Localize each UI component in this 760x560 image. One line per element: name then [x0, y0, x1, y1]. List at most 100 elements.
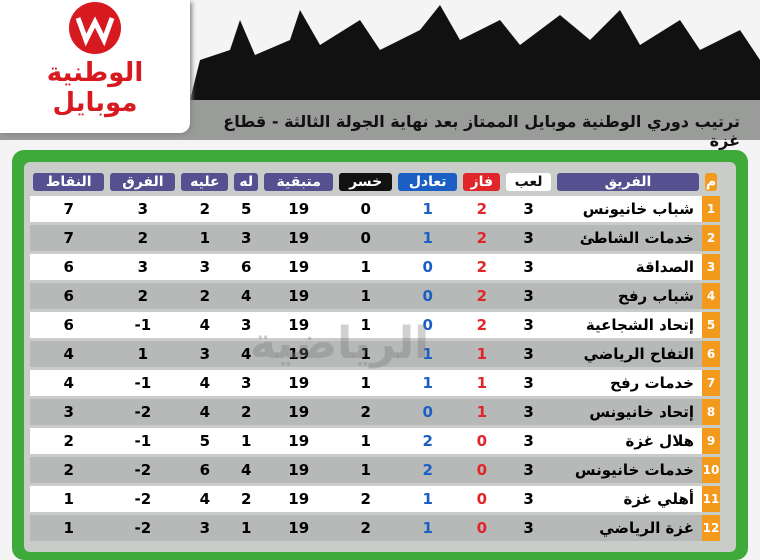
- watermark: الرياضية: [250, 318, 430, 369]
- cell: 3: [107, 196, 179, 222]
- cell: 19: [261, 225, 337, 251]
- cell: 3: [503, 428, 554, 454]
- cell: 3: [30, 399, 108, 425]
- column-header-text: الفرق: [110, 173, 176, 191]
- cell: 0: [394, 312, 461, 338]
- column-header-text: له: [234, 173, 259, 191]
- header-row: م الفريق لعب فاز تعادل خسر متبقية له عليه الفرق ال…: [30, 171, 720, 193]
- cell: 19: [261, 196, 337, 222]
- cell: 1: [178, 225, 232, 251]
- cell: 19: [261, 399, 337, 425]
- table-row: 5 إتحاد الشجاعية 3 2 0 1 19 3 4 1- 6: [30, 312, 720, 338]
- table-row: 4 شباب رفح 3 2 0 1 19 4 2 2 6: [30, 283, 720, 309]
- cell: 6: [30, 283, 108, 309]
- cell: 0: [336, 225, 395, 251]
- team-name: غزة الرياضي: [554, 515, 702, 541]
- cell: 19: [261, 312, 337, 338]
- cell: 3: [107, 254, 179, 280]
- table-row: 12 غزة الرياضي 3 0 1 2 19 1 3 2- 1: [30, 515, 720, 541]
- rank: 9: [702, 428, 720, 454]
- cell: 3: [178, 254, 232, 280]
- cell: 6: [178, 457, 232, 483]
- cell: 6: [231, 254, 262, 280]
- rank: 5: [702, 312, 720, 338]
- cell: 1: [394, 196, 461, 222]
- cell: 1: [336, 428, 395, 454]
- column-header-text: م: [705, 173, 717, 191]
- cell: 2: [336, 399, 395, 425]
- cell: 4: [231, 341, 262, 367]
- cell: 0: [460, 515, 504, 541]
- cell: 4: [231, 283, 262, 309]
- cell: 1: [394, 225, 461, 251]
- cell: 1: [460, 370, 504, 396]
- cell: 0: [460, 428, 504, 454]
- table-row: 1 شباب خانيونس 3 2 1 0 19 5 2 3 7: [30, 196, 720, 222]
- cell: 1: [30, 515, 108, 541]
- team-name: هلال غزة: [554, 428, 702, 454]
- team-name: إتحاد خانيونس: [554, 399, 702, 425]
- logo: الوطنية موبايل: [0, 0, 190, 133]
- cell: 1: [336, 312, 395, 338]
- cell: 1: [107, 341, 179, 367]
- rank: 3: [702, 254, 720, 280]
- cell: 19: [261, 283, 337, 309]
- cell: 1: [30, 486, 108, 512]
- column-header: م: [702, 171, 720, 193]
- logo-mark: [69, 2, 121, 54]
- cell: 19: [261, 428, 337, 454]
- cell: 6: [30, 312, 108, 338]
- cell: 3: [503, 486, 554, 512]
- cell: 1: [460, 341, 504, 367]
- cell: 3: [503, 312, 554, 338]
- column-header-text: النقاط: [33, 173, 105, 191]
- cell: 2: [460, 225, 504, 251]
- column-header: فاز: [460, 171, 503, 193]
- table-row: 6 التفاح الرياضي 3 1 1 1 19 4 3 1 4: [30, 341, 720, 367]
- cell: 2: [394, 428, 461, 454]
- cell: 2: [107, 283, 179, 309]
- cell: 3: [503, 457, 554, 483]
- rank: 7: [702, 370, 720, 396]
- column-header: عليه: [178, 171, 231, 193]
- table-row: 2 خدمات الشاطئ 3 2 1 0 19 3 1 2 7: [30, 225, 720, 251]
- cell: 0: [460, 486, 504, 512]
- cell: 4: [30, 341, 108, 367]
- table-row: 9 هلال غزة 3 0 2 1 19 1 5 1- 2: [30, 428, 720, 454]
- column-header: النقاط: [30, 171, 107, 193]
- team-name: الصداقة: [554, 254, 702, 280]
- cell: 4: [231, 457, 262, 483]
- cell: 1: [394, 486, 461, 512]
- cell: 2: [231, 486, 262, 512]
- cell: 3: [503, 196, 554, 222]
- cell: 1: [394, 341, 461, 367]
- cell: 2: [460, 283, 504, 309]
- cell: 1: [231, 515, 262, 541]
- table-row: 10 خدمات خانيونس 3 0 2 1 19 4 6 2- 2: [30, 457, 720, 483]
- column-header-text: تعادل: [397, 173, 458, 191]
- cell: 2: [178, 196, 232, 222]
- cell: 4: [30, 370, 108, 396]
- rank: 2: [702, 225, 720, 251]
- cell: 1: [336, 370, 395, 396]
- cell: 3: [231, 312, 262, 338]
- table-row: 8 إتحاد خانيونس 3 1 0 2 19 2 4 2- 3: [30, 399, 720, 425]
- cell: 3: [503, 254, 554, 280]
- rank: 1: [702, 196, 720, 222]
- rank: 11: [702, 486, 720, 512]
- cell: 1-: [107, 370, 179, 396]
- column-header: له: [231, 171, 261, 193]
- cell: 5: [178, 428, 232, 454]
- team-name: خدمات الشاطئ: [554, 225, 702, 251]
- cell: 3: [503, 399, 554, 425]
- cell: 7: [30, 225, 108, 251]
- cell: 0: [394, 399, 461, 425]
- cell: 1: [394, 515, 461, 541]
- column-header: لعب: [503, 171, 554, 193]
- cell: 4: [178, 399, 232, 425]
- brand-name: الوطنية موبايل: [46, 58, 144, 118]
- column-header: خسر: [336, 171, 394, 193]
- cell: 19: [261, 370, 337, 396]
- title: ترتيب دوري الوطنية موبايل الممتاز بعد نه…: [223, 112, 740, 150]
